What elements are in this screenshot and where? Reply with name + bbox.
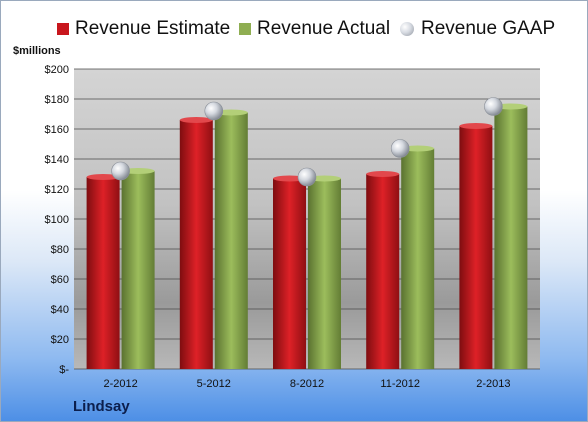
legend-item-estimate: Revenue Estimate [57, 18, 230, 40]
bar-revenue-actual-5-2012 [214, 112, 248, 369]
legend-swatch-estimate [57, 23, 69, 35]
bar-top-revenue-actual-2-2013 [494, 103, 528, 110]
x-tick-label: 2-2012 [103, 378, 137, 390]
y-axis-label: $millions [13, 45, 61, 57]
bar-top-revenue-actual-11-2012 [401, 145, 435, 152]
y-tick-label: $120 [45, 184, 69, 196]
bar-top-revenue-actual-2-2012 [121, 168, 155, 174]
bar-top-revenue-estimate-5-2012 [179, 117, 213, 123]
y-tick-label: $200 [45, 64, 69, 76]
bar-top-revenue-estimate-2-2013 [459, 123, 493, 129]
bar-revenue-estimate-2-2012 [86, 177, 120, 369]
legend-item-actual: Revenue Actual [239, 18, 390, 40]
marker-revenue-gaap-5-2012 [204, 101, 224, 121]
company-name: Lindsay [73, 398, 130, 415]
bar-revenue-actual-11-2012 [401, 148, 435, 369]
legend-label-actual: Revenue Actual [257, 18, 391, 39]
y-tick-label: $- [59, 364, 69, 376]
y-tick-label: $60 [51, 274, 69, 286]
legend-marker-gaap [400, 22, 414, 36]
legend-swatch-actual [239, 23, 251, 35]
bar-revenue-actual-8-2012 [308, 178, 341, 369]
legend: Revenue Estimate Revenue Actual Revenue … [1, 18, 587, 42]
bar-top-revenue-estimate-2-2012 [86, 174, 120, 180]
y-tick-label: $80 [51, 244, 69, 256]
bar-revenue-estimate-11-2012 [366, 174, 400, 369]
marker-revenue-gaap-8-2012 [297, 167, 317, 187]
x-tick-label: 11-2012 [380, 378, 420, 390]
legend-label-estimate: Revenue Estimate [75, 18, 231, 39]
legend-item-gaap: Revenue GAAP [400, 18, 555, 40]
bar-revenue-estimate-2-2013 [459, 126, 493, 369]
y-tick-label: $180 [45, 94, 69, 106]
y-tick-label: $160 [45, 124, 69, 136]
bar-revenue-estimate-5-2012 [179, 120, 213, 369]
x-tick-label: 8-2012 [290, 378, 324, 390]
marker-revenue-gaap-11-2012 [390, 139, 410, 158]
bar-revenue-actual-2-2013 [494, 106, 528, 369]
y-tick-label: $20 [51, 334, 69, 346]
x-tick-label: 2-2013 [476, 378, 510, 390]
y-tick-label: $40 [51, 304, 69, 316]
y-tick-label: $140 [45, 154, 69, 166]
marker-revenue-gaap-2-2013 [484, 97, 503, 116]
legend-label-gaap: Revenue GAAP [421, 18, 556, 39]
bar-top-revenue-estimate-11-2012 [366, 171, 400, 177]
bar-revenue-estimate-8-2012 [273, 178, 306, 369]
x-tick-label: 5-2012 [197, 378, 231, 390]
marker-revenue-gaap-2-2012 [111, 161, 130, 181]
y-tick-label: $100 [45, 214, 69, 226]
bar-revenue-actual-2-2012 [121, 171, 155, 369]
